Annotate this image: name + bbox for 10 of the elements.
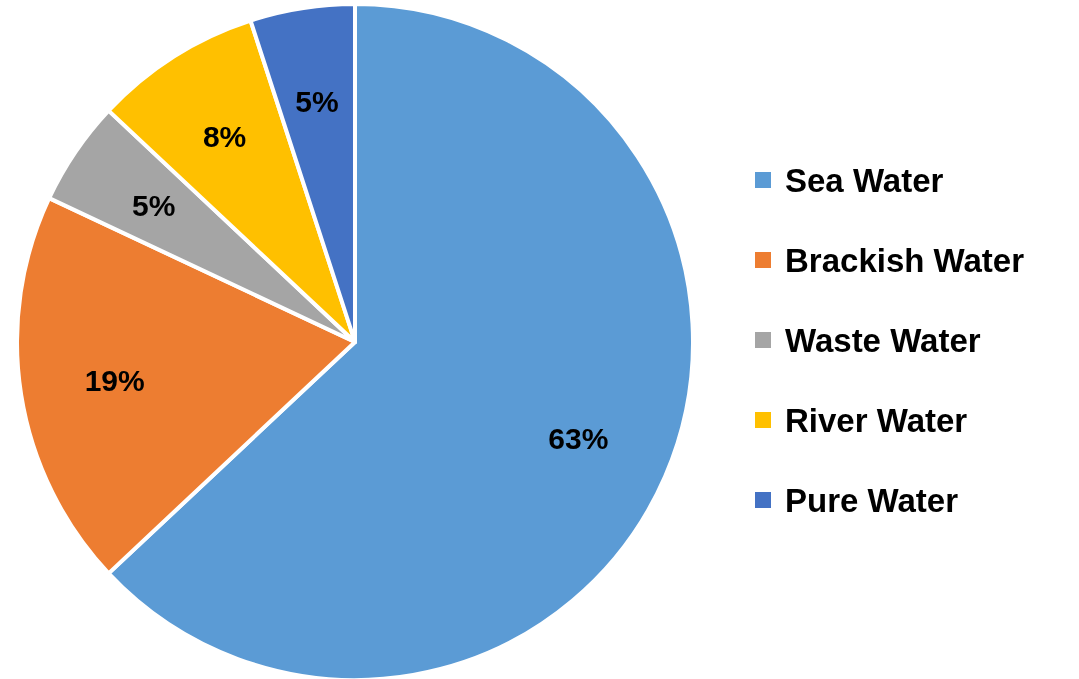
legend-label: Pure Water	[785, 481, 959, 519]
legend-label: Waste Water	[785, 321, 981, 359]
data-label: 8%	[202, 120, 247, 154]
legend-label: Brackish Water	[785, 241, 1025, 279]
legend-label: River Water	[785, 401, 968, 439]
data-label: 5%	[295, 85, 339, 119]
legend-label: Sea Water	[785, 161, 944, 199]
data-label: 63%	[548, 422, 609, 456]
data-label: 19%	[84, 363, 145, 397]
data-label: 5%	[132, 188, 176, 222]
